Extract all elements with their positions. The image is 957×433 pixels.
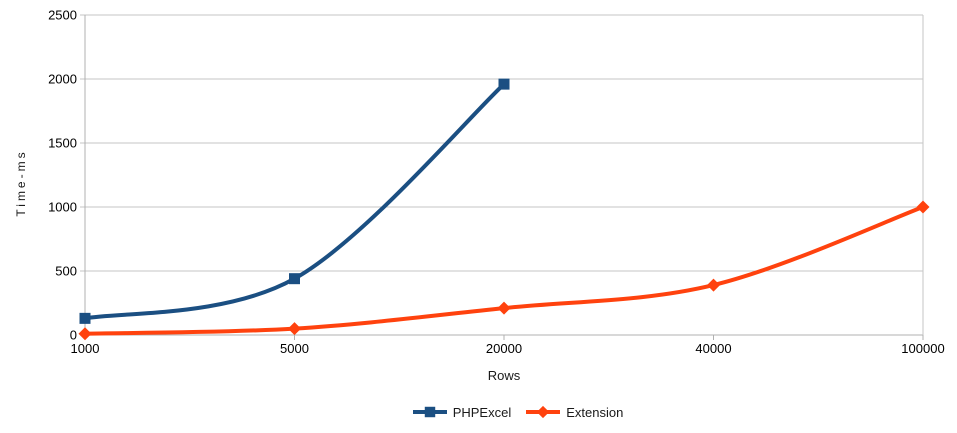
legend: PHPExcel Extension	[78, 403, 957, 421]
x-tick-label: 1000	[71, 341, 100, 356]
phpexcel-series-marker-icon	[412, 406, 447, 418]
extension-series-marker-icon	[526, 405, 561, 419]
y-tick-label: 2000	[48, 72, 77, 87]
series-line-phpexcel	[83, 82, 506, 321]
series-marker-diamond	[497, 301, 511, 315]
x-tick-label: 40000	[695, 341, 731, 356]
legend-label-extension: Extension	[566, 404, 624, 420]
series-marker-square	[79, 312, 91, 324]
legend-label-phpexcel: PHPExcel	[452, 404, 512, 420]
x-tick-label: 20000	[486, 341, 522, 356]
x-tick-label: 100000	[901, 341, 944, 356]
y-tick-label: 0	[70, 328, 77, 343]
series-marker-diamond	[537, 405, 550, 419]
y-axis-title: Time-ms	[14, 149, 28, 217]
y-tick-label: 500	[55, 264, 77, 279]
series-marker-diamond	[78, 327, 92, 341]
series-marker-square	[289, 273, 300, 285]
series-marker-square	[498, 78, 510, 90]
series-marker-diamond	[916, 200, 930, 214]
legend-item-phpexcel: PHPExcel	[412, 404, 512, 420]
y-tick-label: 2500	[48, 8, 77, 23]
series-marker-diamond	[707, 278, 720, 292]
series-marker-diamond	[288, 322, 301, 336]
legend-item-extension: Extension	[525, 405, 623, 420]
y-tick-label: 1000	[48, 200, 77, 215]
series-marker-square	[424, 406, 435, 418]
x-tick-label: 5000	[280, 341, 309, 356]
x-axis-title: Rows	[487, 368, 521, 383]
y-tick-label: 1500	[48, 136, 77, 151]
series-line-extension	[83, 205, 925, 336]
